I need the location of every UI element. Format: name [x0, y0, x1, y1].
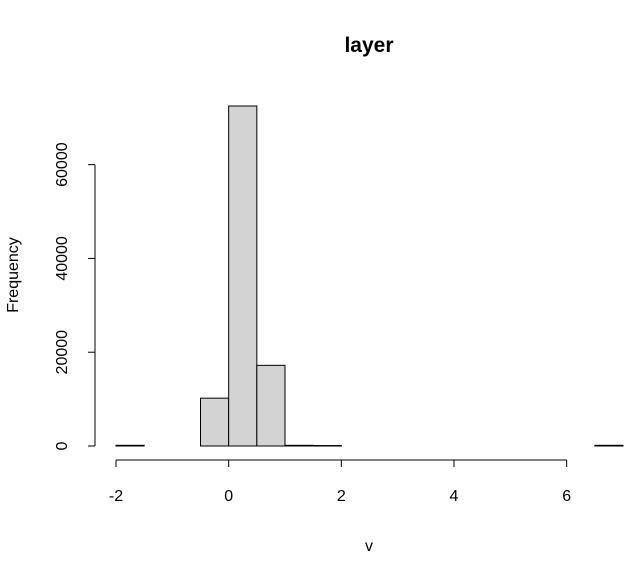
- y-tick-label-0: 0: [54, 441, 71, 450]
- histogram-bar-6: [284, 444, 314, 447]
- chart-title: layer: [344, 34, 393, 57]
- y-axis-label: Frequency: [5, 237, 22, 313]
- y-tick-label-3: 60000: [54, 142, 71, 187]
- x-tick-label-2: 2: [337, 488, 346, 505]
- x-tick-label-4: 6: [562, 488, 571, 505]
- x-axis-label: v: [365, 538, 373, 555]
- histogram-bar-17: [594, 444, 624, 447]
- histogram-bar-3: [200, 397, 230, 447]
- x-tick-label-3: 4: [450, 488, 459, 505]
- y-tick-label-2: 40000: [54, 236, 71, 281]
- histogram-bars: [115, 105, 624, 447]
- y-tick-label-1: 20000: [54, 330, 71, 375]
- x-tick-label-0: -2: [109, 488, 123, 505]
- y-axis-ticks: 0 20000 40000 60000: [54, 142, 95, 450]
- histogram-bar-5: [256, 364, 286, 447]
- x-tick-label-1: 0: [224, 488, 233, 505]
- histogram-bar-4: [228, 105, 258, 447]
- x-axis-ticks: -2 0 2 4 6: [109, 460, 571, 505]
- histogram-bar-0: [115, 444, 145, 447]
